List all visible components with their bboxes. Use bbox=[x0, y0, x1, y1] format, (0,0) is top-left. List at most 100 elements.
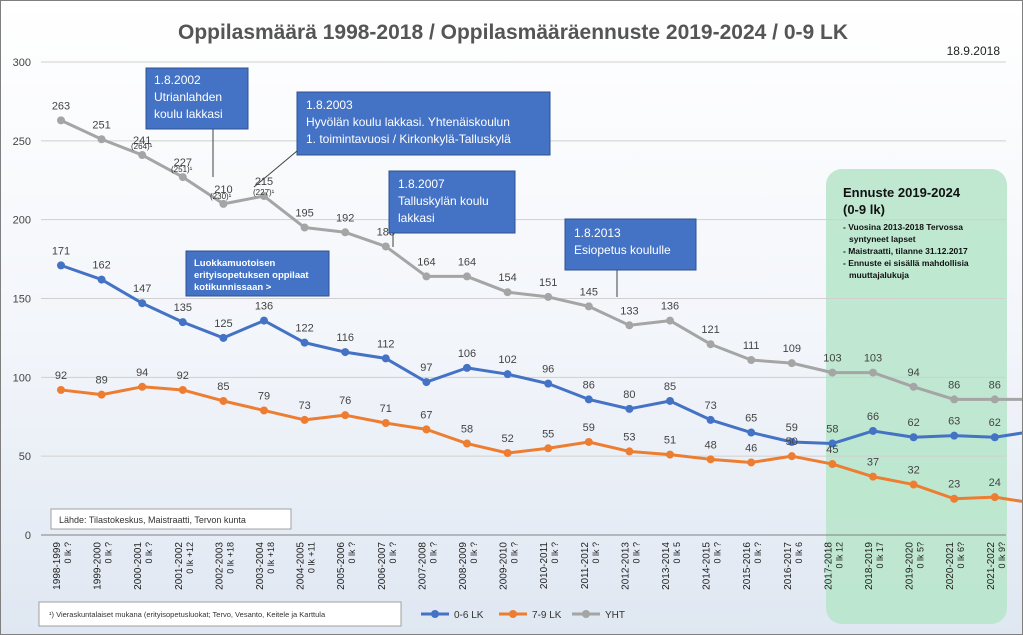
data-label: 145 bbox=[580, 286, 598, 298]
svg-text:syntyneet lapset: syntyneet lapset bbox=[849, 234, 916, 244]
data-label: 195 bbox=[295, 208, 313, 220]
data-point bbox=[909, 433, 918, 442]
data-label: 147 bbox=[133, 283, 151, 295]
x-tick-sublabel: 0 lk ? bbox=[104, 542, 114, 564]
data-point bbox=[97, 135, 106, 144]
svg-text:Talluskylän koulu: Talluskylän koulu bbox=[398, 194, 489, 208]
data-label: 45 bbox=[826, 444, 838, 456]
data-label: 125 bbox=[214, 318, 232, 330]
svg-text:1. toimintavuosi / Kirkonkylä-: 1. toimintavuosi / Kirkonkylä-Talluskylä bbox=[306, 132, 511, 146]
chart-title: Oppilasmäärä 1998-2018 / Oppilasmääräenn… bbox=[178, 21, 848, 44]
data-label: 50 bbox=[786, 436, 798, 448]
y-tick-label: 0 bbox=[25, 530, 31, 542]
data-point bbox=[625, 447, 634, 456]
annotation-connector bbox=[253, 150, 298, 188]
data-label: 71 bbox=[380, 403, 392, 415]
data-label: 97 bbox=[420, 362, 432, 374]
y-tick-label: 100 bbox=[13, 372, 31, 384]
x-tick-label: 2015-2016 bbox=[742, 542, 753, 590]
data-label: 86 bbox=[948, 379, 960, 391]
data-point bbox=[625, 404, 634, 413]
data-point bbox=[544, 379, 553, 388]
data-label: 136 bbox=[255, 301, 273, 313]
x-tick-label: 2016-2017 bbox=[783, 542, 794, 590]
yht-note-3: (230)¹ bbox=[210, 192, 232, 201]
data-point bbox=[57, 385, 65, 394]
data-label: 67 bbox=[420, 409, 432, 421]
data-label: 55 bbox=[542, 428, 554, 440]
data-point bbox=[381, 419, 390, 428]
data-point bbox=[300, 338, 309, 347]
x-tick-sublabel: 0 lk +11 bbox=[307, 542, 317, 573]
x-tick-label: 2013-2014 bbox=[661, 542, 672, 590]
data-label: 121 bbox=[701, 324, 719, 336]
svg-text:1.8.2003: 1.8.2003 bbox=[306, 98, 353, 112]
yht-note-4: (227)¹ bbox=[253, 188, 275, 197]
data-point bbox=[584, 302, 593, 311]
data-label: 92 bbox=[177, 370, 189, 382]
svg-text:1.8.2002: 1.8.2002 bbox=[154, 73, 201, 87]
data-point bbox=[178, 173, 187, 182]
data-label: 92 bbox=[55, 370, 67, 382]
data-point bbox=[300, 415, 309, 424]
x-tick-sublabel: 0 lk ? bbox=[347, 542, 357, 564]
data-label: 164 bbox=[458, 256, 476, 268]
x-tick-label: 2018-2019 bbox=[864, 542, 875, 590]
chart-date: 18.9.2018 bbox=[947, 44, 1001, 58]
svg-text:Lähde: Tilastokeskus, Maistraa: Lähde: Tilastokeskus, Maistraatti, Tervo… bbox=[59, 515, 246, 525]
data-label: 192 bbox=[336, 212, 354, 224]
x-tick-sublabel: 0 lk 6? bbox=[956, 542, 966, 569]
data-point bbox=[57, 116, 65, 125]
svg-text:- Maistraatti, tilanne 31.12.2: - Maistraatti, tilanne 31.12.2017 bbox=[843, 246, 968, 256]
data-point bbox=[666, 396, 674, 405]
x-tick-sublabel: 0 lk 5 bbox=[672, 542, 682, 564]
svg-text:Luokkamuotoisen: Luokkamuotoisen bbox=[194, 258, 275, 269]
data-point bbox=[178, 385, 187, 394]
data-label: 106 bbox=[458, 348, 476, 360]
data-label: 48 bbox=[704, 439, 716, 451]
svg-text:erityisopetuksen oppilaat: erityisopetuksen oppilaat bbox=[194, 270, 309, 281]
x-tick-label: 2001-2002 bbox=[174, 542, 185, 590]
x-tick-sublabel: 0 lk +12 bbox=[185, 542, 195, 574]
svg-text:(0-9 lk): (0-9 lk) bbox=[843, 202, 885, 217]
x-tick-sublabel: 0 lk 12 bbox=[834, 542, 844, 569]
data-point bbox=[909, 382, 918, 391]
data-point bbox=[503, 370, 512, 379]
series-line-YHT bbox=[60, 118, 1022, 401]
x-tick-label: 2000-2001 bbox=[133, 542, 144, 590]
data-point bbox=[503, 288, 512, 297]
series-lines bbox=[57, 116, 1022, 503]
data-label: 58 bbox=[826, 424, 838, 436]
data-point bbox=[787, 359, 796, 368]
data-label: 53 bbox=[623, 431, 635, 443]
data-label: 59 bbox=[583, 422, 595, 434]
data-point bbox=[260, 316, 268, 325]
data-label: 102 bbox=[498, 354, 516, 366]
y-tick-label: 300 bbox=[13, 57, 31, 69]
x-tick-label: 2012-2013 bbox=[620, 542, 631, 590]
data-label: 52 bbox=[501, 433, 513, 445]
data-label: 154 bbox=[498, 272, 516, 284]
x-tick-sublabel: 0 lk +18 bbox=[266, 542, 276, 574]
data-label: 96 bbox=[542, 364, 554, 376]
data-point bbox=[706, 340, 715, 349]
yht-note-2: (251)¹ bbox=[171, 165, 193, 174]
data-label: 23 bbox=[948, 479, 960, 491]
data-point bbox=[584, 395, 593, 404]
legend-label: 0-6 LK bbox=[454, 610, 484, 621]
data-label: 58 bbox=[461, 424, 473, 436]
x-tick-sublabel: 0 lk ? bbox=[631, 542, 641, 564]
x-tick-sublabel: 0 lk 9? bbox=[997, 542, 1007, 569]
x-tick-sublabel: 0 lk ? bbox=[469, 542, 479, 564]
svg-text:Esiopetus koululle: Esiopetus koululle bbox=[574, 243, 671, 257]
data-point bbox=[666, 450, 674, 459]
data-point bbox=[544, 292, 553, 301]
data-label: 94 bbox=[907, 367, 919, 379]
data-label: 65 bbox=[745, 413, 757, 425]
x-tick-sublabel: 0 lk ? bbox=[428, 542, 438, 564]
data-label: 73 bbox=[704, 400, 716, 412]
forecast-region bbox=[826, 169, 1007, 624]
x-tick-label: 2017-2018 bbox=[823, 542, 834, 590]
y-tick-label: 50 bbox=[19, 451, 31, 463]
